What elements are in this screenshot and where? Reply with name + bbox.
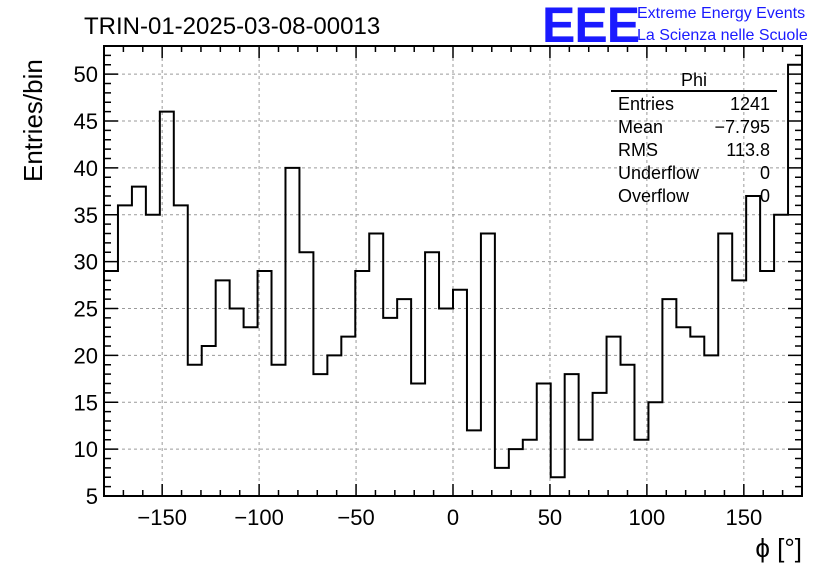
histogram-bin-12 <box>272 365 286 496</box>
x-tick-label: −150 <box>137 505 187 530</box>
stat-label-entries: Entries <box>618 94 674 114</box>
histogram-bin-1 <box>118 205 132 496</box>
histogram-bin-33 <box>565 374 579 496</box>
y-tick-label: 50 <box>74 62 98 87</box>
histogram-bin-21 <box>397 299 411 496</box>
histogram-outline <box>104 63 802 479</box>
y-tick-label: 40 <box>74 156 98 181</box>
y-tick-label: 45 <box>74 109 98 134</box>
logo-mark: EEE <box>542 0 639 53</box>
y-tick-label: 35 <box>74 203 98 228</box>
histogram-bin-16 <box>327 355 341 496</box>
stat-label-mean: Mean <box>618 117 663 137</box>
histogram-bin-32 <box>551 477 565 496</box>
histogram-bin-15 <box>313 374 327 496</box>
stats-box-title: Phi <box>681 70 707 90</box>
y-tick-label: 25 <box>74 297 98 322</box>
histogram-bin-34 <box>579 440 593 496</box>
histogram-bin-22 <box>411 384 425 497</box>
histogram-bin-43 <box>704 355 718 496</box>
stat-label-underflow: Underflow <box>618 163 700 183</box>
stat-label-overflow: Overflow <box>618 186 690 206</box>
x-tick-label: 50 <box>538 505 562 530</box>
histogram-bin-44 <box>718 234 732 497</box>
stat-value-rms: 113.8 <box>726 140 770 160</box>
eee-logo: EEE Extreme Energy Events La Scienza nel… <box>542 0 808 53</box>
stats-box: Phi Entries 1241 Mean −7.795 RMS 113.8 U… <box>611 70 777 206</box>
logo-line-2: La Scienza nelle Scuole <box>637 27 808 44</box>
histogram-bin-40 <box>662 299 676 496</box>
histogram-bin-17 <box>341 337 355 496</box>
y-tick-label: 5 <box>86 484 98 509</box>
histogram-bin-30 <box>523 440 537 496</box>
histogram-bin-25 <box>453 290 467 496</box>
histogram-bin-18 <box>355 271 369 496</box>
histogram-bin-42 <box>690 337 704 496</box>
histogram-bin-28 <box>495 468 509 496</box>
stat-value-mean: −7.795 <box>714 117 770 137</box>
y-tick-label: 10 <box>74 437 98 462</box>
stat-value-entries: 1241 <box>730 94 770 114</box>
chart-title: TRIN-01-2025-03-08-00013 <box>84 13 380 40</box>
grid-lines <box>104 46 802 496</box>
histogram-bin-20 <box>383 318 397 496</box>
histogram-bin-41 <box>676 327 690 496</box>
x-tick-label: 0 <box>447 505 459 530</box>
histogram-bin-14 <box>299 252 313 496</box>
x-axis-label: ϕ [°] <box>755 533 802 563</box>
y-tick-label: 30 <box>74 250 98 275</box>
histogram-bin-23 <box>425 252 439 496</box>
histogram-bin-13 <box>285 168 299 496</box>
x-tick-label: −100 <box>234 505 284 530</box>
logo-line-1: Extreme Energy Events <box>637 5 805 22</box>
histogram-bin-27 <box>481 234 495 497</box>
histogram-bin-47 <box>760 271 774 496</box>
histogram-bin-5 <box>174 205 188 496</box>
histogram-bin-11 <box>258 271 272 496</box>
stat-label-rms: RMS <box>618 140 658 160</box>
stat-value-underflow: 0 <box>760 163 770 183</box>
x-axis-ticks: −150 −100 −50 0 50 100 150 <box>122 46 784 530</box>
histogram-bin-19 <box>369 234 383 497</box>
histogram-bin-31 <box>537 384 551 497</box>
histogram-bin-29 <box>509 449 523 496</box>
histogram-bin-7 <box>202 346 216 496</box>
histogram-bin-10 <box>244 327 258 496</box>
y-axis-label: Entries/bin <box>18 59 48 182</box>
histogram-bin-46 <box>746 196 760 496</box>
x-tick-label: −50 <box>337 505 374 530</box>
x-tick-label: 100 <box>629 505 666 530</box>
histogram-bin-26 <box>467 430 481 496</box>
y-axis-ticks: 5 10 15 20 25 30 35 40 45 50 <box>74 45 802 509</box>
stat-value-overflow: 0 <box>760 186 770 206</box>
y-tick-label: 20 <box>74 343 98 368</box>
histogram-bin-36 <box>607 337 621 496</box>
histogram-bin-37 <box>621 365 635 496</box>
histogram-bin-35 <box>593 393 607 496</box>
histogram-bin-8 <box>216 280 230 496</box>
histogram-bin-6 <box>188 365 202 496</box>
x-tick-label: 150 <box>725 505 762 530</box>
y-tick-label: 15 <box>74 390 98 415</box>
